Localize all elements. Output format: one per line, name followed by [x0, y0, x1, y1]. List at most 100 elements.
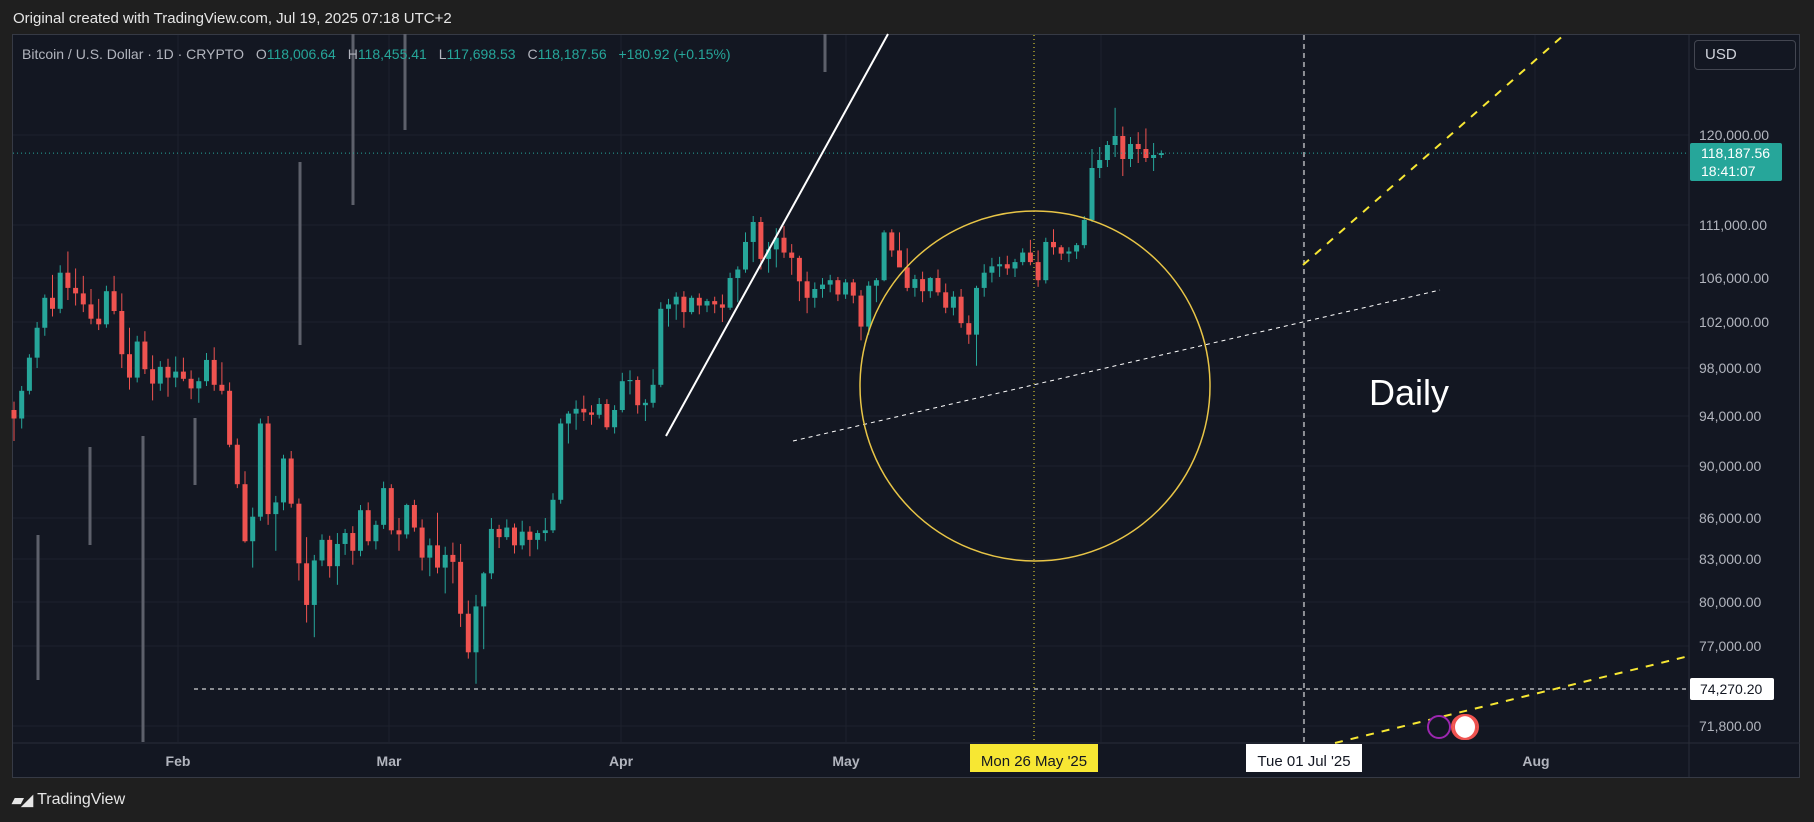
- price-tick-label: 98,000.00: [1699, 360, 1761, 376]
- candle-body: [850, 282, 856, 296]
- candle-body: [796, 257, 802, 282]
- candle-body: [650, 384, 656, 403]
- candle-body: [719, 304, 725, 308]
- circle-annotation: [859, 210, 1211, 562]
- candle-body: [242, 484, 248, 542]
- candle-body: [1051, 241, 1056, 248]
- candle-body: [103, 291, 109, 325]
- candle-body: [26, 357, 32, 391]
- candle-body: [1151, 155, 1157, 158]
- candle-body: [173, 371, 179, 378]
- candle-body: [535, 533, 541, 540]
- trend-line-white: [665, 33, 889, 437]
- candle-body: [450, 554, 456, 562]
- candle-body: [827, 280, 833, 285]
- chart-panel[interactable]: [12, 34, 1800, 778]
- candle-body: [712, 301, 718, 305]
- candle-body: [550, 499, 556, 531]
- low-label: L: [438, 46, 447, 62]
- candle-body: [1104, 145, 1110, 160]
- candle-body: [596, 404, 602, 415]
- candle-body: [974, 287, 979, 335]
- candle-body: [227, 390, 233, 445]
- candle-body: [727, 278, 733, 308]
- candle-body: [689, 297, 695, 313]
- candle-body: [119, 311, 125, 355]
- candle-body: [1066, 251, 1072, 254]
- candle-body: [781, 237, 787, 253]
- close-value: 118,187.56: [537, 46, 607, 62]
- countdown-value: 18:41:07: [1701, 163, 1756, 179]
- candle-body: [50, 297, 55, 309]
- candle-body: [858, 295, 864, 327]
- time-tick-label: Feb: [166, 753, 191, 769]
- candle-body: [442, 554, 448, 568]
- candle-body: [696, 297, 702, 306]
- symbol-label[interactable]: Bitcoin / U.S. Dollar · 1D · CRYPTO: [22, 46, 244, 62]
- candle-body: [835, 280, 841, 295]
- candle-body: [1058, 247, 1064, 254]
- currency-selector[interactable]: USD: [1694, 40, 1796, 70]
- candle-body: [1128, 144, 1133, 159]
- candle-body: [743, 241, 748, 270]
- candle-body: [211, 359, 217, 385]
- candle-body: [812, 289, 818, 298]
- price-tick-label: 106,000.00: [1699, 270, 1769, 286]
- tradingview-icon: ▰◢: [12, 792, 33, 809]
- candle-body: [504, 527, 510, 538]
- candle-body: [997, 264, 1003, 267]
- candle-body: [673, 296, 679, 305]
- candle-body: [288, 458, 294, 504]
- price-tick-label: 111,000.00: [1699, 217, 1767, 233]
- candle-body: [1020, 252, 1026, 263]
- candle-body: [527, 531, 533, 540]
- candle-body: [766, 249, 772, 259]
- candle-body: [180, 371, 186, 379]
- candle-body: [1112, 136, 1118, 145]
- candle-body: [889, 232, 895, 251]
- candle-body: [365, 510, 371, 542]
- crosshair-date-yellow: Mon 26 May '25: [981, 753, 1087, 770]
- candle-body: [435, 545, 440, 568]
- daily-annotation: Daily: [1369, 372, 1449, 413]
- price-tick-label: 80,000.00: [1699, 594, 1761, 610]
- candle-body: [88, 304, 94, 319]
- candle-body: [257, 423, 263, 517]
- candle-body: [612, 410, 618, 428]
- candle-body: [873, 280, 879, 286]
- candle-body: [758, 222, 764, 259]
- candle-body: [327, 539, 333, 567]
- candle-body: [935, 278, 941, 293]
- candle-body: [219, 384, 225, 391]
- candle-body: [820, 284, 825, 289]
- candle-body: [11, 410, 17, 419]
- candle-body: [866, 285, 872, 327]
- crosshair-date-white: Tue 01 Jul '25: [1257, 753, 1350, 770]
- candle-body: [142, 341, 148, 370]
- trend-line-dashed: [792, 289, 1441, 442]
- change-value: +180.92 (+0.15%): [618, 46, 731, 62]
- candle-body: [627, 380, 633, 382]
- candle-body: [388, 488, 394, 531]
- ohlc-legend: Bitcoin / U.S. Dollar · 1D · CRYPTO O118…: [22, 46, 731, 62]
- candle-body: [373, 524, 379, 542]
- candle-body: [897, 250, 902, 268]
- candle-body: [42, 297, 48, 328]
- candle-body: [73, 287, 79, 294]
- candle-body: [773, 237, 779, 250]
- background-bars: [36, 34, 827, 742]
- price-tick-label: 86,000.00: [1699, 510, 1761, 526]
- open-value: 118,006.64: [266, 46, 336, 62]
- candle-body: [1012, 262, 1018, 269]
- crosshair-date-badge-white: [1246, 744, 1362, 772]
- candle-body: [1043, 241, 1049, 281]
- candle-body: [80, 293, 86, 305]
- lightning-event-icon: [1427, 715, 1451, 739]
- candle-body: [881, 232, 887, 281]
- candle-body: [342, 533, 348, 544]
- candle-body: [396, 530, 402, 535]
- tradingview-logo[interactable]: ▰◢ TradingView: [12, 791, 125, 809]
- candles: [11, 107, 1164, 684]
- candle-body: [1004, 264, 1010, 269]
